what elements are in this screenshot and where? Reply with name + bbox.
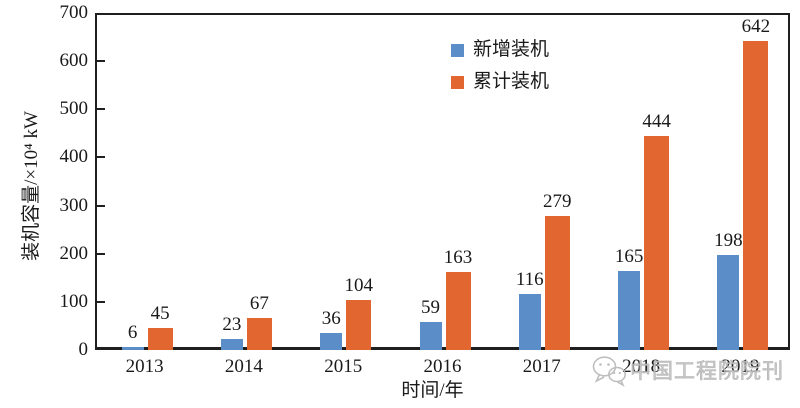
legend-label-cumulative: 累计装机 xyxy=(473,71,550,92)
bar-累计装机-2016 xyxy=(445,272,471,350)
bar-累计装机-2014 xyxy=(246,318,272,350)
plot-area xyxy=(95,13,790,350)
y-tick-label: 0 xyxy=(78,339,89,360)
watermark: 中国工程院院刊 xyxy=(591,352,784,390)
y-tick-label: 700 xyxy=(59,2,89,23)
y-tick-label: 200 xyxy=(59,242,89,264)
y-tick xyxy=(97,60,105,63)
bar-value-label: 23 xyxy=(222,314,242,335)
bar-value-label: 45 xyxy=(150,303,170,324)
bar-累计装机-2018 xyxy=(644,136,670,350)
bar-新增装机-2019 xyxy=(717,255,740,350)
legend-swatch-new xyxy=(451,43,464,57)
bar-新增装机-2018 xyxy=(618,271,641,350)
x-tick-label: 2014 xyxy=(224,356,263,377)
bar-value-label: 67 xyxy=(249,293,269,314)
x-tick-label: 2016 xyxy=(423,356,462,377)
x-tick-label: 2015 xyxy=(324,356,363,377)
legend: 新增装机 累计装机 xyxy=(451,40,549,104)
y-tick xyxy=(97,252,105,255)
bar-value-label: 6 xyxy=(127,322,138,343)
bar-累计装机-2013 xyxy=(147,328,173,350)
bar-新增装机-2013 xyxy=(121,347,144,350)
x-tick-label: 2018 xyxy=(622,356,661,377)
bar-value-label: 444 xyxy=(642,111,671,132)
y-tick-label: 300 xyxy=(59,194,89,216)
y-tick xyxy=(97,156,105,159)
bar-value-label: 279 xyxy=(543,191,572,212)
y-tick-label: 500 xyxy=(59,98,89,120)
bar-value-label: 116 xyxy=(515,269,544,290)
legend-item-cumulative: 累计装机 xyxy=(451,72,549,92)
wechat-icon xyxy=(592,356,626,387)
legend-label-new: 新增装机 xyxy=(473,39,550,60)
legend-item-new: 新增装机 xyxy=(451,40,549,60)
x-tick-label: 2019 xyxy=(721,356,760,377)
bar-新增装机-2015 xyxy=(320,333,343,350)
y-tick xyxy=(97,204,105,207)
y-axis-title: 装机容量/×10⁴ kW xyxy=(21,111,42,261)
bar-value-label: 642 xyxy=(741,16,771,37)
y-tick xyxy=(97,108,105,111)
bar-value-label: 104 xyxy=(344,275,373,296)
bar-新增装机-2014 xyxy=(220,339,243,350)
bar-value-label: 59 xyxy=(421,297,440,318)
bar-累计装机-2019 xyxy=(743,41,769,350)
bar-新增装机-2016 xyxy=(419,322,442,350)
bar-value-label: 36 xyxy=(321,308,341,329)
x-tick-label: 2013 xyxy=(125,356,164,377)
bar-累计装机-2017 xyxy=(544,216,570,350)
legend-swatch-cumulative xyxy=(451,75,464,89)
x-tick-label: 2017 xyxy=(522,356,561,377)
y-tick-label: 100 xyxy=(59,290,89,312)
y-tick-label: 400 xyxy=(59,146,89,168)
bar-value-label: 163 xyxy=(443,247,473,268)
bar-value-label: 198 xyxy=(714,230,743,251)
bar-新增装机-2017 xyxy=(518,294,541,350)
y-tick xyxy=(97,300,105,303)
bar-累计装机-2015 xyxy=(346,300,372,350)
watermark-text: 中国工程院院刊 xyxy=(630,359,784,384)
x-axis-title: 时间/年 xyxy=(401,380,464,401)
y-tick-label: 600 xyxy=(59,50,89,72)
bar-value-label: 165 xyxy=(614,246,644,267)
